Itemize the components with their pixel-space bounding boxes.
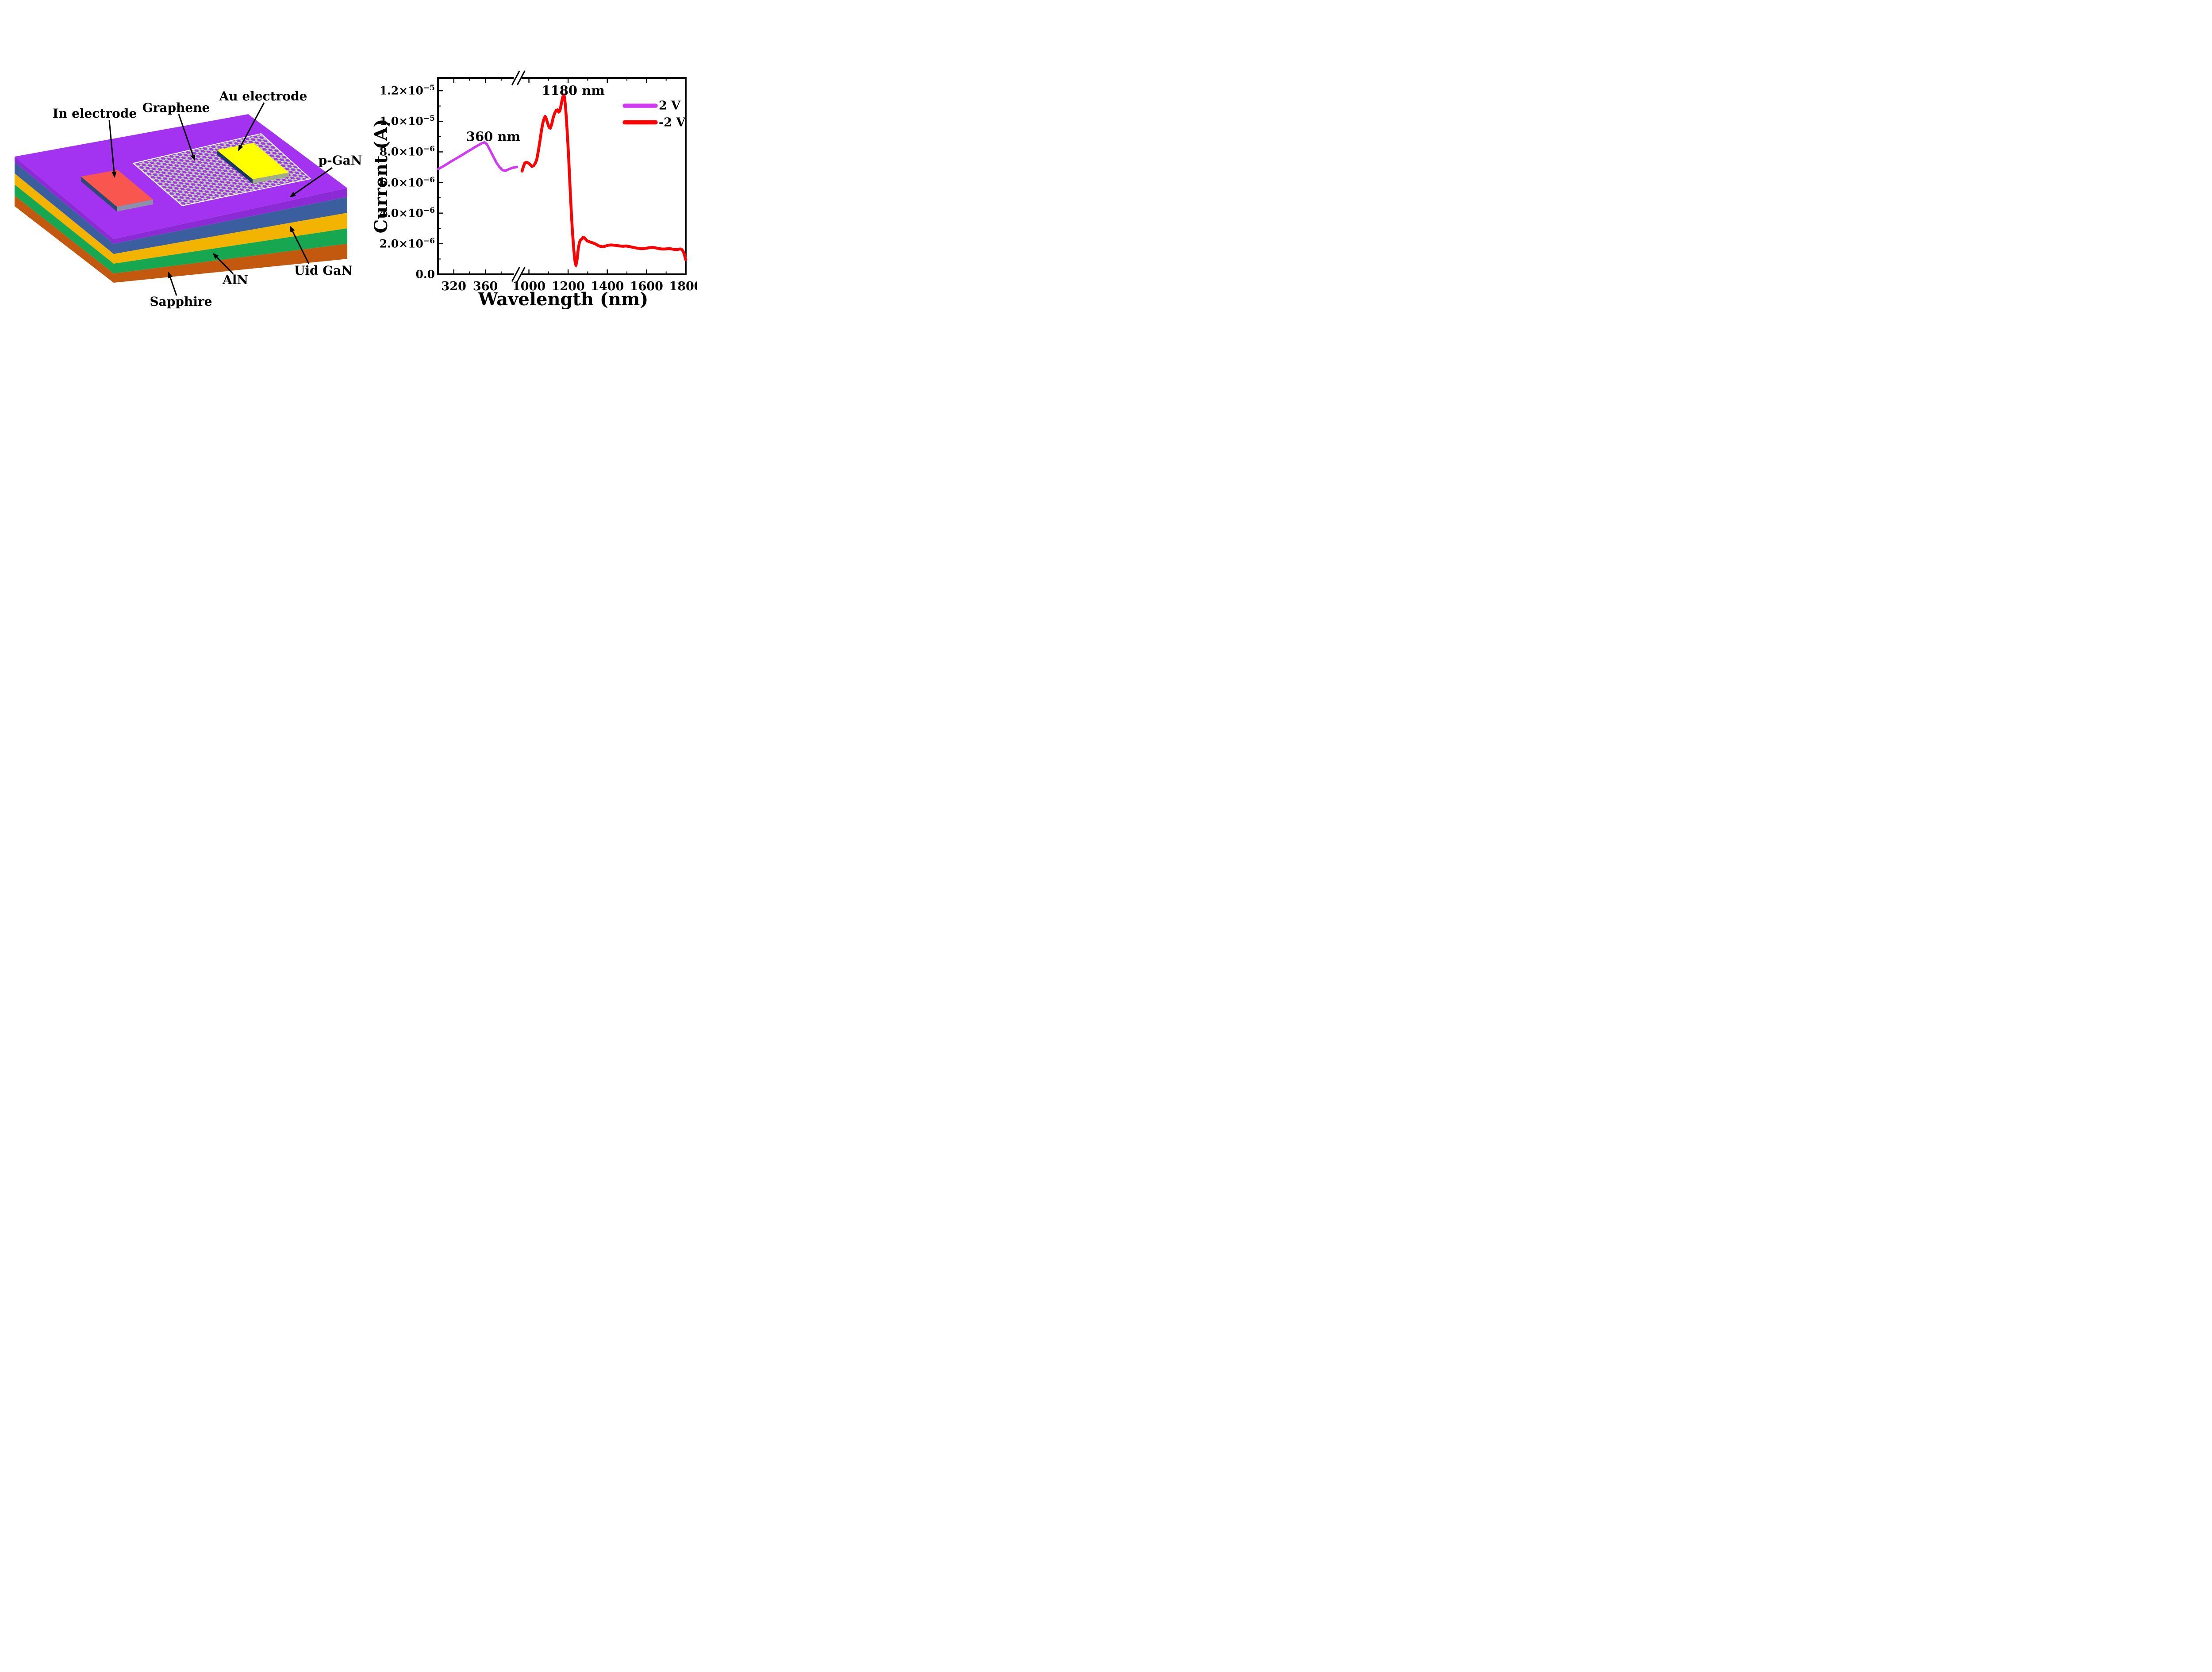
layer-uidgan-side <box>15 173 347 264</box>
layer-aln-side <box>15 184 347 273</box>
au-electrode-top <box>217 143 289 179</box>
layer-sapphire-side <box>15 196 347 283</box>
arrow-aln <box>212 253 234 275</box>
figure-canvas: In electrode Graphene Au electrode p-GaN… <box>0 0 697 418</box>
curve-2v <box>437 141 518 172</box>
x-axis-break-bottom-slash <box>511 267 520 282</box>
x-axis-break-bottom-slash <box>516 267 526 282</box>
curve--2v <box>520 93 687 267</box>
in-electrode-side-left <box>81 177 117 211</box>
layer-pgan-side <box>15 157 347 244</box>
plot-frame <box>437 77 687 275</box>
in-electrode-side-front <box>117 200 153 211</box>
arrow-graphene <box>178 114 196 161</box>
arrow-sapphire <box>168 272 177 296</box>
graphene-sheet <box>132 133 311 206</box>
in-electrode <box>81 170 153 211</box>
arrow-in-electrode <box>108 120 117 178</box>
graphene-outline <box>132 133 311 206</box>
arrow-au-electrode <box>238 102 265 151</box>
figure-scene <box>15 70 687 296</box>
arrow-uid-gan <box>289 226 310 264</box>
x-axis-break-top-slash <box>511 70 520 85</box>
x-axis-break-bottom-gap <box>514 272 522 277</box>
in-electrode-top <box>81 170 153 207</box>
x-axis-break-top-gap <box>514 76 522 80</box>
au-electrode-side-left <box>217 150 253 184</box>
device-diagram <box>15 102 347 296</box>
au-electrode-side-front <box>253 173 289 184</box>
x-axis-break-top-slash <box>516 70 526 85</box>
arrow-p-gan <box>289 167 333 198</box>
au-electrode <box>217 143 289 184</box>
diagram-arrows <box>108 102 333 296</box>
layer-blue-side <box>15 162 347 254</box>
spectral-response-chart <box>437 70 687 282</box>
